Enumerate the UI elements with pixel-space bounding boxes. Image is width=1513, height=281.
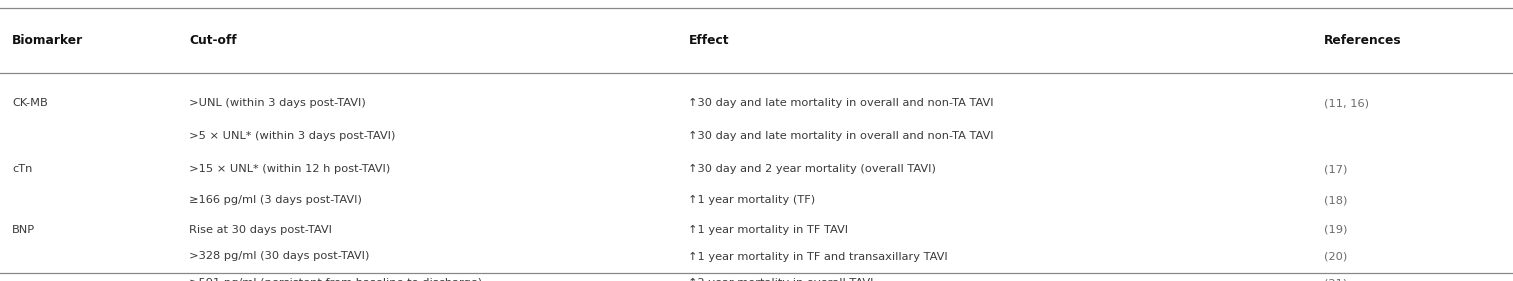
Text: (20): (20) [1324,251,1347,262]
Text: ↑30 day and late mortality in overall and non-TA TAVI: ↑30 day and late mortality in overall an… [688,131,994,141]
Text: (21): (21) [1324,278,1347,281]
Text: ↑1 year mortality in TF TAVI: ↑1 year mortality in TF TAVI [688,225,849,235]
Text: (11, 16): (11, 16) [1324,98,1369,108]
Text: CK-MB: CK-MB [12,98,48,108]
Text: Effect: Effect [688,34,729,47]
Text: (18): (18) [1324,195,1347,205]
Text: >UNL (within 3 days post-TAVI): >UNL (within 3 days post-TAVI) [189,98,366,108]
Text: (17): (17) [1324,164,1347,175]
Text: ↑30 day and late mortality in overall and non-TA TAVI: ↑30 day and late mortality in overall an… [688,98,994,108]
Text: References: References [1324,34,1401,47]
Text: >328 pg/ml (30 days post-TAVI): >328 pg/ml (30 days post-TAVI) [189,251,369,262]
Text: >5 × UNL* (within 3 days post-TAVI): >5 × UNL* (within 3 days post-TAVI) [189,131,395,141]
Text: ↑1 year mortality (TF): ↑1 year mortality (TF) [688,195,816,205]
Text: ≥166 pg/ml (3 days post-TAVI): ≥166 pg/ml (3 days post-TAVI) [189,195,362,205]
Text: ↑1 year mortality in TF and transaxillary TAVI: ↑1 year mortality in TF and transaxillar… [688,251,949,262]
Text: ↑2 year mortality in overall TAVI: ↑2 year mortality in overall TAVI [688,278,875,281]
Text: ≥591 pg/ml (persistent from baseline to discharge): ≥591 pg/ml (persistent from baseline to … [189,278,483,281]
Text: ↑30 day and 2 year mortality (overall TAVI): ↑30 day and 2 year mortality (overall TA… [688,164,937,175]
Text: cTn: cTn [12,164,32,175]
Text: Rise at 30 days post-TAVI: Rise at 30 days post-TAVI [189,225,333,235]
Text: Cut-off: Cut-off [189,34,236,47]
Text: (19): (19) [1324,225,1347,235]
Text: BNP: BNP [12,225,35,235]
Text: Biomarker: Biomarker [12,34,83,47]
Text: >15 × UNL* (within 12 h post-TAVI): >15 × UNL* (within 12 h post-TAVI) [189,164,390,175]
